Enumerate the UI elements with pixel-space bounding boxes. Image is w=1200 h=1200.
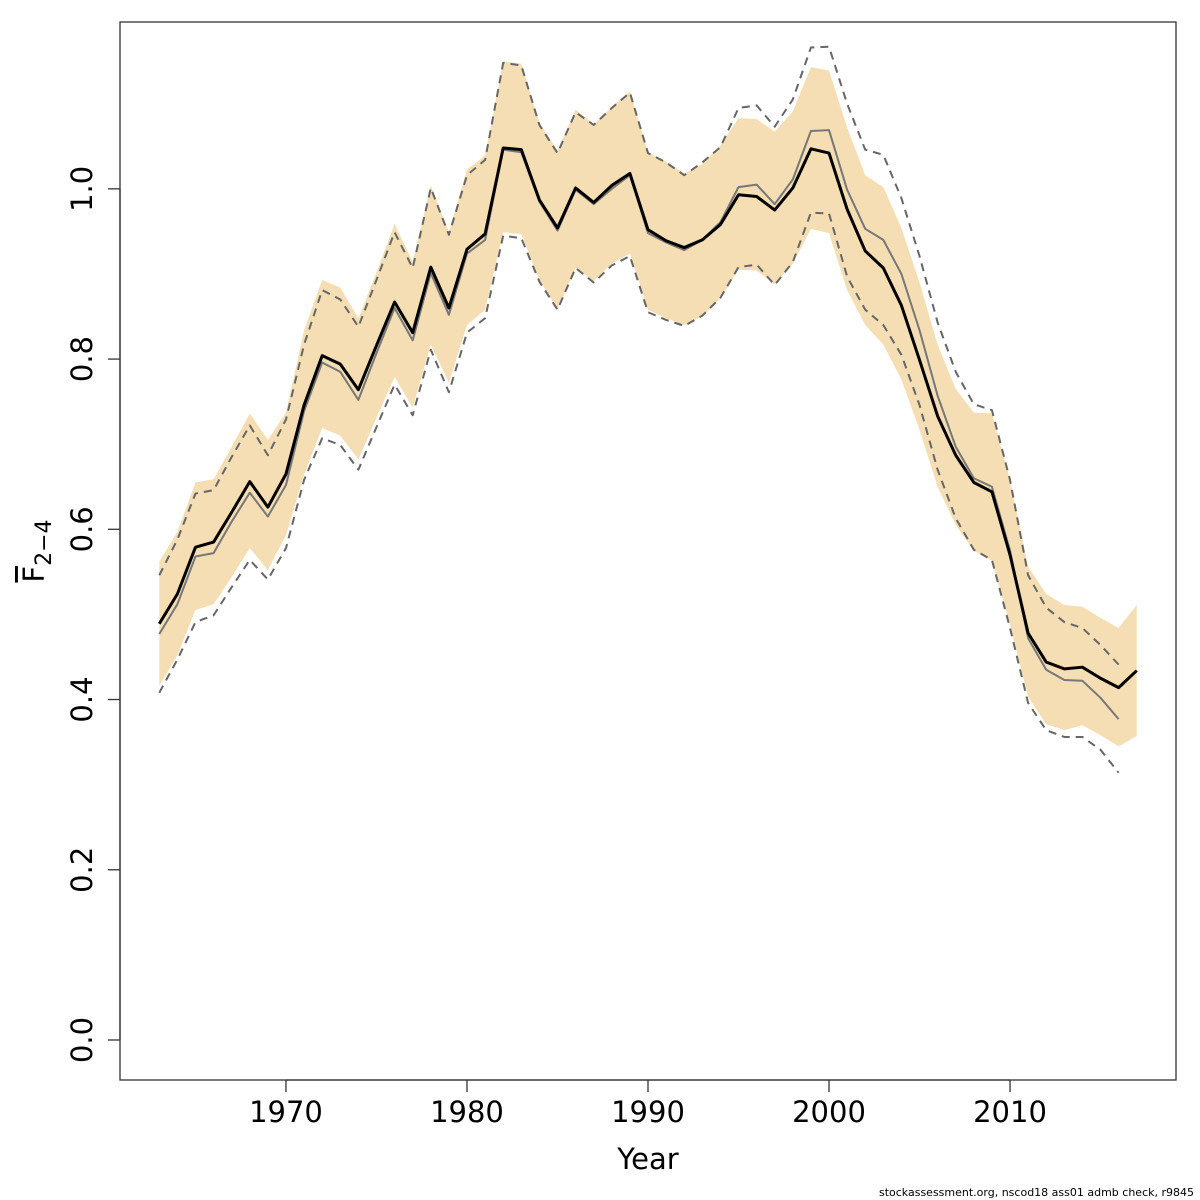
x-tick-label: 1990 — [611, 1095, 685, 1129]
dashed-line — [158, 45, 1120, 666]
confidence-band — [159, 61, 1137, 747]
line — [157, 146, 1138, 690]
x-tick-label: 1980 — [430, 1095, 504, 1129]
dashed-line — [158, 211, 1120, 774]
y-axis-label-subscript: 2−4 — [32, 519, 57, 565]
footnote: stockassessment.org, nscod18 ass01 admb … — [879, 1186, 1194, 1199]
plot-area — [157, 45, 1138, 774]
x-tick-label: 2000 — [792, 1095, 866, 1129]
y-tick-label: 0.6 — [65, 506, 99, 552]
x-tick-label: 2010 — [973, 1095, 1047, 1129]
y-tick-label: 0.8 — [65, 336, 99, 382]
y-axis-label-main: F — [17, 566, 51, 583]
y-tick-label: 0.2 — [65, 847, 99, 893]
y-tick-label: 0.0 — [65, 1017, 99, 1063]
x-axis-label: Year — [616, 1142, 678, 1176]
y-axis-label: F2−4 — [17, 519, 57, 582]
x-tick-label: 1970 — [249, 1095, 323, 1129]
y-tick-label: 0.4 — [65, 676, 99, 722]
y-tick-label: 1.0 — [65, 166, 99, 212]
